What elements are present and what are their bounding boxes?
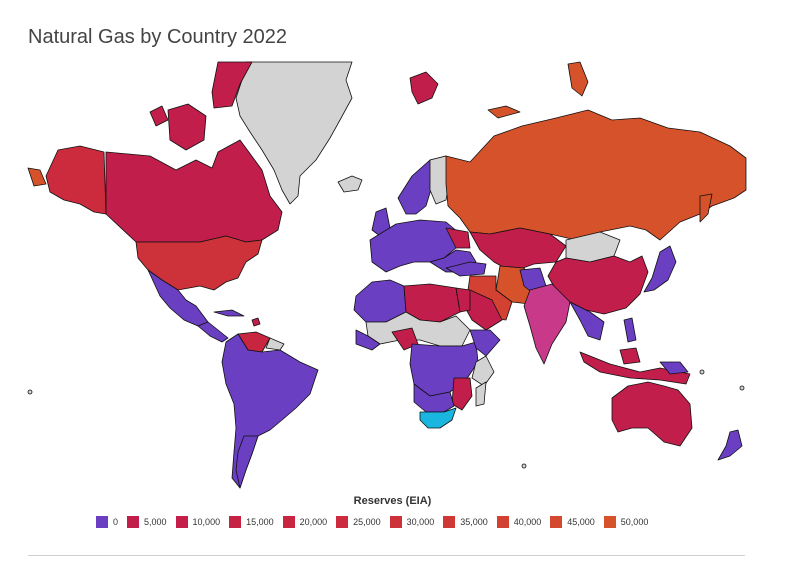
- country-pacific-island-3[interactable]: [521, 463, 527, 469]
- country-alaska-west-tip[interactable]: [27, 167, 47, 187]
- country-ukraine[interactable]: [445, 227, 471, 249]
- country-horn-africa[interactable]: [469, 329, 501, 357]
- country-iceland[interactable]: [337, 175, 363, 193]
- country-indonesia[interactable]: [579, 351, 691, 385]
- legend-swatch: [127, 516, 140, 528]
- legend-swatch: [389, 516, 402, 528]
- bottom-divider: [28, 555, 745, 556]
- country-west-africa[interactable]: [355, 329, 381, 351]
- country-southern-africa[interactable]: [413, 383, 455, 413]
- country-kamchatka[interactable]: [699, 193, 713, 223]
- country-svalbard[interactable]: [409, 71, 439, 105]
- country-greenland[interactable]: [235, 61, 353, 205]
- country-canada-island-2[interactable]: [149, 105, 169, 127]
- legend-label: 25,000: [353, 517, 381, 527]
- country-russia-arctic[interactable]: [487, 105, 521, 119]
- legend-swatch: [336, 516, 349, 528]
- country-south-africa[interactable]: [419, 407, 457, 429]
- country-russia-far-island[interactable]: [567, 61, 589, 97]
- chart-title: Natural Gas by Country 2022: [28, 26, 288, 48]
- country-madagascar[interactable]: [475, 381, 487, 407]
- country-nigeria[interactable]: [391, 327, 419, 351]
- legend-item[interactable]: 30,000: [389, 516, 435, 528]
- legend-item[interactable]: 0: [96, 516, 118, 528]
- legend-label: 10,000: [192, 517, 221, 527]
- legend-label: 50,000: [620, 517, 649, 527]
- legend: 0 5,000 10,000 15,000 20,000 25,000 30,000 35,0…: [96, 516, 657, 528]
- country-japan[interactable]: [643, 245, 677, 293]
- country-borneo[interactable]: [619, 347, 641, 365]
- country-australia[interactable]: [611, 381, 693, 447]
- country-cuba[interactable]: [213, 309, 245, 317]
- legend-swatch: [603, 516, 616, 528]
- legend-label: 15,000: [246, 517, 274, 527]
- country-guianas[interactable]: [265, 337, 285, 351]
- legend-item[interactable]: 35,000: [443, 516, 488, 528]
- country-pacific-island-4[interactable]: [27, 389, 33, 395]
- legend-swatch: [229, 516, 242, 528]
- legend-item[interactable]: 20,000: [282, 516, 328, 528]
- legend-label: 45,000: [567, 517, 595, 527]
- country-se-asia[interactable]: [569, 301, 605, 341]
- country-pacific-island-2[interactable]: [739, 385, 745, 391]
- country-mozambique[interactable]: [451, 377, 473, 411]
- country-central-america[interactable]: [197, 321, 229, 343]
- legend-label: 30,000: [406, 517, 435, 527]
- choropleth-map[interactable]: [0, 0, 785, 500]
- country-turkey[interactable]: [445, 261, 487, 277]
- legend-swatch: [443, 516, 456, 528]
- legend-item[interactable]: 25,000: [336, 516, 381, 528]
- legend-item[interactable]: 45,000: [550, 516, 595, 528]
- legend-title: Reserves (EIA): [353, 495, 432, 507]
- legend-label: 0: [113, 517, 119, 527]
- legend-label: 40,000: [513, 517, 542, 527]
- country-philippines[interactable]: [623, 317, 637, 343]
- legend-item[interactable]: 50,000: [603, 516, 649, 528]
- legend-item[interactable]: 40,000: [496, 516, 542, 528]
- legend-swatch: [282, 516, 295, 528]
- country-caribbean[interactable]: [251, 317, 261, 327]
- legend-label: 5,000: [144, 517, 167, 527]
- country-east-africa-gray[interactable]: [471, 355, 495, 387]
- country-canada[interactable]: [105, 139, 283, 243]
- legend-swatch: [175, 516, 188, 528]
- country-canada-arctic[interactable]: [211, 61, 253, 109]
- country-png[interactable]: [659, 361, 689, 375]
- legend-swatch: [496, 516, 509, 528]
- country-argentina[interactable]: [235, 435, 259, 489]
- legend-item[interactable]: 15,000: [229, 516, 274, 528]
- country-sahel-gray[interactable]: [365, 311, 471, 347]
- legend-item[interactable]: 10,000: [175, 516, 221, 528]
- legend-item[interactable]: 5,000: [127, 516, 167, 528]
- legend-label: 20,000: [299, 517, 328, 527]
- country-egypt[interactable]: [455, 287, 471, 313]
- legend-swatch: [550, 516, 563, 528]
- country-alaska[interactable]: [45, 145, 107, 215]
- country-canada-islands[interactable]: [167, 103, 207, 151]
- country-india[interactable]: [523, 283, 571, 365]
- legend-swatch: [96, 516, 108, 528]
- legend-label: 35,000: [460, 517, 488, 527]
- country-pacific-island-1[interactable]: [699, 369, 705, 375]
- country-new-zealand[interactable]: [717, 429, 743, 461]
- world-map-svg[interactable]: [0, 0, 785, 500]
